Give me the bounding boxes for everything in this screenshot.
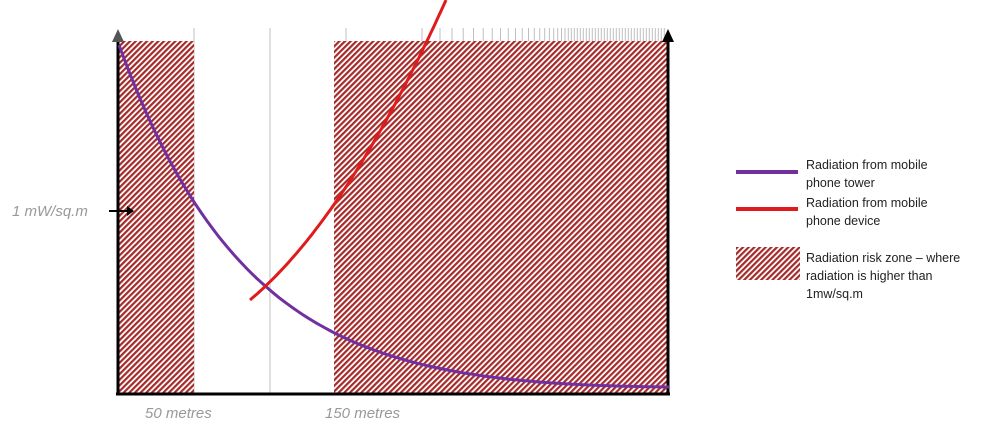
legend-label-device: Radiation from mobile phone device <box>806 194 996 230</box>
axes <box>112 29 674 396</box>
up-arrow-icon <box>662 29 674 42</box>
legend-swatch-device <box>736 207 798 211</box>
legend-label-risk-zone: Radiation risk zone – where radiation is… <box>806 249 996 303</box>
legend-swatch-tower <box>736 170 798 174</box>
legend-zone-line1: Radiation risk zone – where <box>806 251 961 265</box>
right-arrow-icon <box>109 206 134 216</box>
x-tick-label-50: 50 metres <box>145 405 212 422</box>
legend-tower-line2: phone tower <box>806 176 875 190</box>
x-tick-label-150: 150 metres <box>325 405 401 422</box>
legend-device-line1: Radiation from mobile <box>806 196 928 210</box>
risk-zone-near <box>118 41 194 395</box>
legend-swatch-risk-zone <box>736 247 800 280</box>
series-device-line <box>249 0 448 302</box>
series-tower-line <box>117 44 669 389</box>
risk-zone-far <box>334 41 668 395</box>
legend-tower-line1: Radiation from mobile <box>806 158 928 172</box>
top-tick-marks <box>439 28 665 41</box>
legend-device-line2: phone device <box>806 214 881 228</box>
legend-label-tower: Radiation from mobile phone tower <box>806 156 996 192</box>
up-arrow-icon <box>112 29 124 42</box>
y-annotation-label: 1 mW/sq.m <box>12 203 88 220</box>
legend-zone-line3: 1mw/sq.m <box>806 287 863 301</box>
legend-zone-line2: radiation is higher than <box>806 269 933 283</box>
